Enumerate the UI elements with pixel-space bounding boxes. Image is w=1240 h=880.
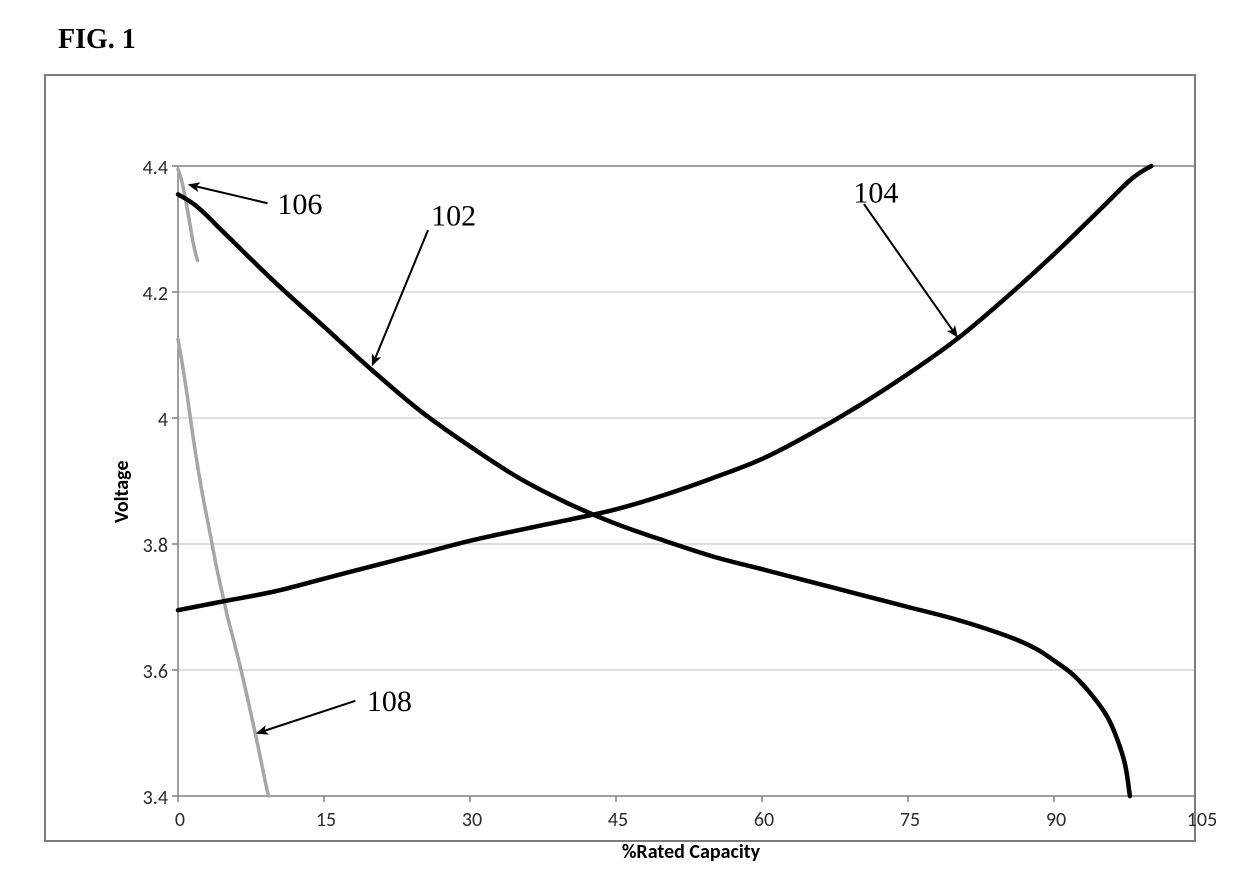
annotation-arrow-102: [373, 230, 428, 364]
xtick-label: 30: [462, 808, 482, 832]
xtick-label: 90: [1046, 808, 1066, 832]
page: FIG. 1 106 102 104 108 0 15 30 45 60 75 90 105 3.4 3…: [0, 0, 1240, 880]
ytick-label: 3.8: [143, 534, 168, 558]
series-102: [178, 194, 1130, 796]
annotation-arrow-104: [864, 204, 957, 336]
annotation-label-102: 102: [431, 200, 476, 233]
xtick-label: 75: [900, 808, 920, 832]
ytick-label: 4.2: [143, 282, 168, 306]
ytick-label: 4: [158, 408, 168, 432]
xtick-label: 0: [175, 808, 185, 832]
series-108: [178, 339, 269, 796]
annotation-label-104: 104: [853, 176, 898, 209]
annotation-arrow-106: [190, 185, 268, 203]
xtick-label: 105: [1187, 808, 1217, 832]
annotation-label-106: 106: [277, 188, 322, 221]
xtick-label: 15: [316, 808, 336, 832]
figure-title: FIG. 1: [58, 24, 136, 56]
xtick-label: 45: [608, 808, 628, 832]
series-106: [178, 169, 197, 260]
chart-container: 106102104108 01530456075901053.43.63.844…: [44, 74, 1196, 842]
ytick-label: 4.4: [143, 156, 168, 180]
ytick-label: 3.4: [143, 786, 168, 810]
y-axis-label: Voltage: [110, 460, 134, 523]
ytick-label: 3.6: [143, 660, 168, 684]
chart-svg: 106 102 104 108: [46, 76, 1194, 840]
annotation-label-108: 108: [367, 685, 412, 718]
x-axis-label: %Rated Capacity: [622, 840, 760, 864]
xtick-label: 60: [754, 808, 774, 832]
annotation-arrow-108: [258, 701, 356, 733]
